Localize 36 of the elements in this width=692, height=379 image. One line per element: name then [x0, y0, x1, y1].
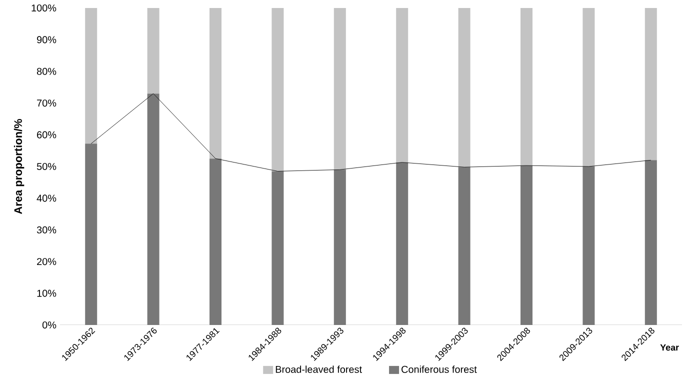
bar [334, 8, 346, 170]
bar [396, 162, 408, 325]
bar [644, 160, 657, 325]
y-tick-label: 40% [36, 194, 56, 202]
bar [644, 8, 657, 160]
y-tick-label: 20% [37, 258, 56, 266]
bar [582, 166, 595, 325]
bar [458, 167, 470, 325]
bar [210, 158, 222, 325]
bar [85, 144, 98, 325]
x-axis-title: Year [660, 344, 679, 351]
legend-label: Coniferous forest [402, 366, 477, 373]
y-tick-label: 50% [36, 162, 56, 170]
bar [334, 170, 346, 325]
bar [147, 8, 160, 94]
y-tick-label: 30% [36, 226, 56, 234]
y-tick-label: 10% [37, 290, 56, 297]
line-series [90, 93, 652, 172]
bar [272, 8, 284, 172]
bar [272, 171, 284, 325]
bar [458, 8, 470, 168]
y-tick-label: 0% [42, 321, 56, 329]
bar [147, 94, 160, 325]
bar [582, 8, 595, 166]
bar [396, 8, 408, 162]
y-tick-label: 60% [37, 131, 56, 138]
y-tick-label: 100% [32, 4, 56, 12]
legend-label: Broad-leaved forest [276, 366, 362, 373]
y-axis-title: Area proportion/% [14, 119, 24, 214]
y-tick-label: 90% [37, 36, 56, 44]
y-tick-label: 70% [37, 100, 56, 107]
bar [520, 8, 533, 166]
y-tick-label: 80% [36, 68, 56, 75]
bar [85, 8, 98, 144]
bar [210, 8, 222, 159]
bar [520, 166, 533, 325]
